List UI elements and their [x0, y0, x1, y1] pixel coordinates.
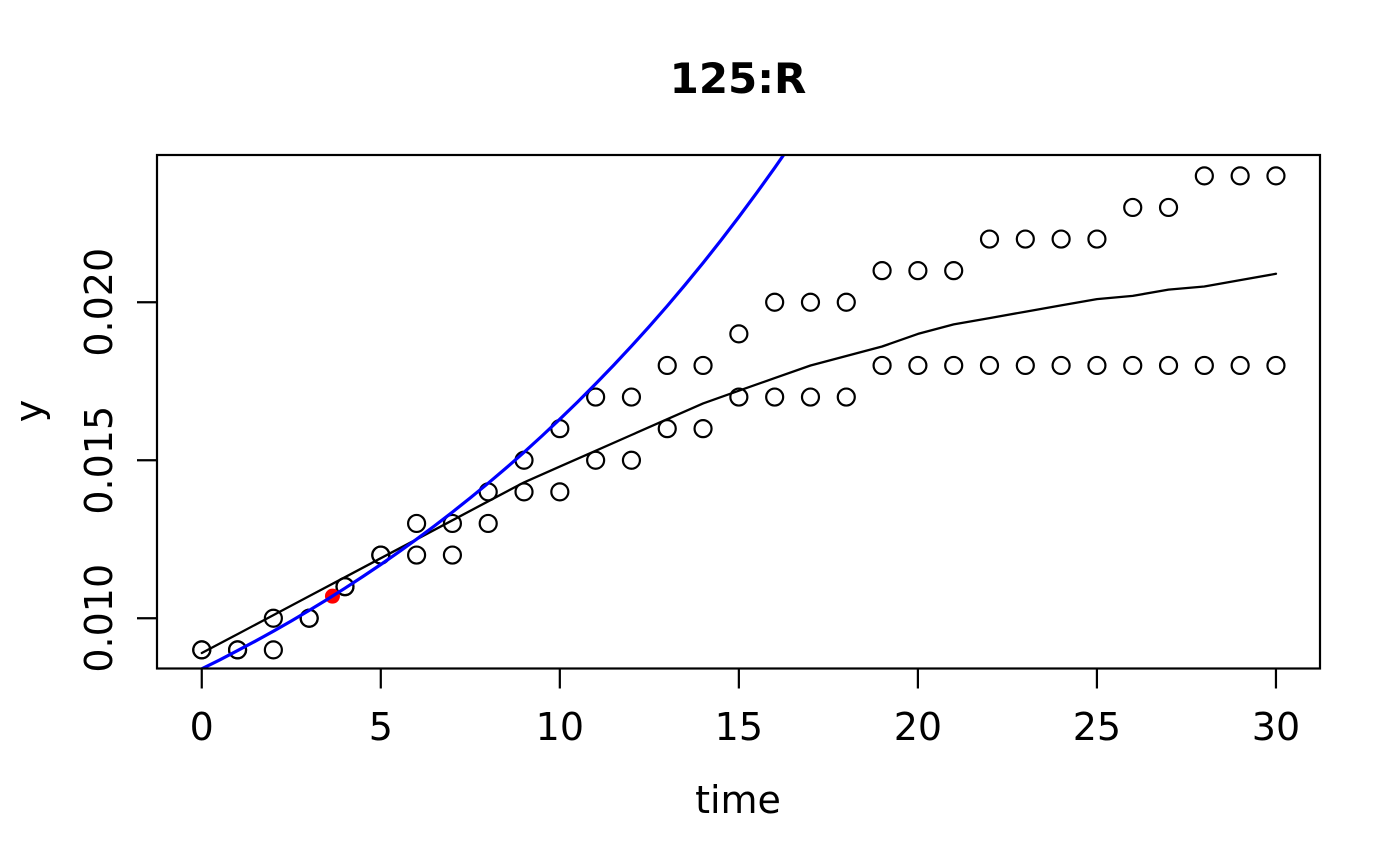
observed-points-lower-marker	[1158, 355, 1179, 376]
observed-points-upper-marker	[1015, 229, 1035, 249]
observed-points-lower-marker	[1123, 355, 1143, 376]
observed-points-lower-marker	[263, 640, 283, 660]
observed-points-upper-marker	[586, 387, 606, 407]
observed-points-lower-marker	[1230, 355, 1250, 376]
x-tick-label: 5	[369, 705, 393, 749]
observed-points-lower-marker	[1194, 355, 1214, 376]
observed-points-upper-marker	[1123, 197, 1143, 218]
observed-points-lower-marker	[979, 355, 1000, 376]
x-tick-label: 0	[190, 705, 214, 749]
observed-points-lower-marker	[478, 513, 498, 534]
observed-points-upper-marker	[657, 355, 677, 376]
observed-points-upper-marker	[908, 261, 928, 281]
observed-points-lower-marker	[1051, 355, 1071, 376]
y-tick-label: 0.015	[77, 406, 121, 515]
x-tick-label: 25	[1073, 705, 1121, 749]
observed-points-upper-marker	[1087, 229, 1107, 249]
observed-points-upper-marker	[693, 355, 713, 376]
observed-points-upper-marker	[1194, 166, 1214, 186]
observed-points-lower-marker	[872, 355, 892, 376]
observed-points-upper-marker	[621, 387, 642, 407]
observed-points-upper-marker	[1051, 229, 1071, 249]
observed-points-lower-marker	[1087, 355, 1107, 376]
plot-border	[155, 153, 1322, 670]
observed-points-upper-marker	[836, 292, 856, 312]
observed-points-upper-marker	[729, 324, 749, 344]
observed-points-upper-marker	[406, 513, 427, 534]
observed-points-lower-marker	[765, 387, 785, 407]
exponential-growth-curve	[200, 155, 786, 669]
axes: 0 5 10 15 20 25 30 0.010 0.015 0.020	[77, 248, 1300, 749]
x-tick-label: 30	[1252, 705, 1300, 749]
observed-points-upper-marker	[872, 261, 892, 281]
observed-points-upper-marker	[192, 640, 212, 660]
observed-points-upper-marker	[979, 229, 1000, 249]
y-axis-label: y	[7, 400, 51, 423]
observed-points-lower-marker	[406, 545, 427, 565]
observed-points-upper-marker	[227, 640, 248, 660]
observed-points-upper-marker	[944, 261, 964, 281]
observed-points-lower-marker	[800, 387, 821, 407]
y-tick-label: 0.010	[77, 564, 121, 673]
observed-points-lower-marker	[944, 355, 964, 376]
observed-points-upper-marker	[800, 292, 821, 312]
observed-points-lower-marker	[442, 545, 463, 565]
observed-points-lower-marker	[908, 355, 928, 376]
observed-points-upper-marker	[1230, 166, 1250, 186]
observed-points-lower-marker	[693, 419, 713, 439]
observed-points-upper-marker	[442, 513, 463, 534]
x-tick-label: 10	[536, 705, 584, 749]
observed-points-upper-marker	[263, 608, 283, 628]
x-tick-label: 15	[715, 705, 763, 749]
y-tick-label: 0.020	[77, 248, 121, 357]
observed-points-lower-marker	[836, 387, 856, 407]
observed-points-upper-marker	[1266, 166, 1286, 186]
observed-points-lower-marker	[550, 482, 570, 502]
chart-title: 125:R	[670, 54, 807, 103]
observed-points-upper-marker	[1158, 197, 1179, 218]
x-tick-label: 20	[894, 705, 942, 749]
observed-points-upper-marker	[765, 292, 785, 312]
data-series	[192, 155, 1286, 669]
observed-points-lower-marker	[1015, 355, 1035, 376]
logistic-fit-curve	[200, 272, 1278, 655]
observed-points-lower-marker	[621, 450, 642, 470]
observed-points-lower-marker	[1266, 355, 1286, 376]
x-axis-label: time	[695, 778, 781, 822]
observed-points-lower-marker	[729, 387, 749, 407]
